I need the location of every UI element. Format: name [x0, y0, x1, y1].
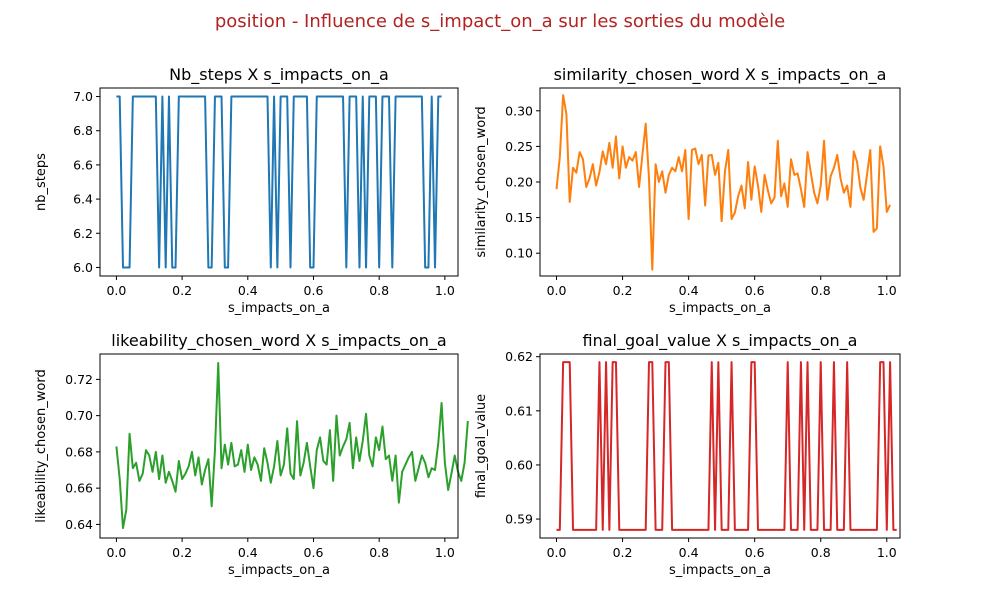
- y-tick-label: 0.59: [505, 512, 533, 527]
- y-axis-label: similarity_chosen_word: [474, 106, 489, 257]
- subplot-title: likeability_chosen_word X s_impacts_on_a: [111, 331, 446, 351]
- x-tick-label: 1.0: [877, 545, 897, 560]
- y-tick-label: 0.15: [505, 210, 533, 225]
- x-axis-label: s_impacts_on_a: [669, 301, 771, 316]
- x-tick-label: 0.4: [679, 283, 699, 298]
- x-tick-label: 0.0: [547, 283, 567, 298]
- axes-frame: [99, 353, 459, 539]
- x-tick-label: 0.4: [679, 545, 699, 560]
- y-tick-label: 6.4: [73, 192, 93, 207]
- y-axis-label: final_goal_value: [474, 394, 489, 498]
- x-tick-label: 0.0: [547, 545, 567, 560]
- x-tick-label: 0.8: [811, 545, 831, 560]
- x-tick-label: 0.6: [745, 283, 765, 298]
- subplot-2: similarity_chosen_word X s_impacts_on_a 0…: [474, 65, 901, 316]
- y-tick-label: 0.60: [505, 457, 533, 472]
- x-tick-label: 0.2: [172, 283, 192, 298]
- y-tick-label: 0.10: [505, 246, 533, 261]
- y-tick-label: 6.6: [73, 157, 93, 172]
- subplot-title: final_goal_value X s_impacts_on_a: [583, 331, 858, 351]
- subplot-4: final_goal_value X s_impacts_on_a 0.0 0.2 0…: [474, 331, 901, 578]
- y-tick-label: 0.62: [505, 349, 533, 364]
- x-tick-label: 0.6: [304, 283, 324, 298]
- x-tick-label: 0.4: [238, 545, 258, 560]
- x-tick-label: 0.0: [106, 283, 126, 298]
- y-axis-label: likeability_chosen_word: [34, 369, 49, 522]
- subplots: Nb_steps X s_impacts_on_a 0.0 0.2 0.4 0.6 0.8…: [34, 65, 901, 578]
- y-tick-label: 0.25: [505, 139, 533, 154]
- x-tick-label: 0.2: [172, 545, 192, 560]
- series-line: [556, 361, 897, 531]
- x-axis-label: s_impacts_on_a: [669, 563, 771, 578]
- x-tick-label: 0.0: [106, 545, 126, 560]
- x-tick-label: 1.0: [877, 283, 897, 298]
- axes-frame: [99, 87, 459, 277]
- y-tick-label: 0.68: [65, 444, 93, 459]
- y-tick-label: 0.61: [505, 403, 533, 418]
- series-line: [116, 95, 442, 269]
- y-tick-label: 0.30: [505, 103, 533, 118]
- x-tick-label: 0.2: [613, 283, 633, 298]
- y-tick-label: 0.64: [65, 517, 93, 532]
- x-tick-label: 0.2: [613, 545, 633, 560]
- y-tick-label: 0.66: [65, 481, 93, 496]
- figure-suptitle: position - Influence de s_impact_on_a su…: [215, 11, 785, 32]
- series-line: [555, 94, 891, 271]
- y-tick-label: 7.0: [73, 89, 93, 104]
- y-axis-label: nb_steps: [34, 153, 49, 211]
- x-tick-label: 0.6: [304, 545, 324, 560]
- x-tick-label: 0.4: [238, 283, 258, 298]
- series-line: [115, 362, 469, 530]
- x-tick-label: 0.8: [369, 545, 389, 560]
- x-tick-label: 1.0: [435, 283, 455, 298]
- y-tick-label: 0.20: [505, 175, 533, 190]
- x-tick-label: 0.8: [369, 283, 389, 298]
- subplot-title: similarity_chosen_word X s_impacts_on_a: [554, 65, 887, 85]
- x-tick-label: 0.6: [745, 545, 765, 560]
- subplot-title: Nb_steps X s_impacts_on_a: [169, 65, 389, 85]
- y-tick-label: 6.0: [73, 260, 93, 275]
- axes-frame: [539, 353, 901, 539]
- subplot-3: likeability_chosen_word X s_impacts_on_a…: [34, 331, 469, 578]
- y-tick-label: 0.70: [65, 408, 93, 423]
- subplot-1: Nb_steps X s_impacts_on_a 0.0 0.2 0.4 0.6 0.8…: [34, 65, 459, 316]
- x-tick-label: 1.0: [435, 545, 455, 560]
- y-tick-label: 0.72: [65, 372, 93, 387]
- x-tick-label: 0.8: [811, 283, 831, 298]
- y-tick-label: 6.2: [73, 226, 93, 241]
- x-axis-label: s_impacts_on_a: [228, 301, 330, 316]
- x-axis-label: s_impacts_on_a: [228, 563, 330, 578]
- y-tick-label: 6.8: [73, 123, 93, 138]
